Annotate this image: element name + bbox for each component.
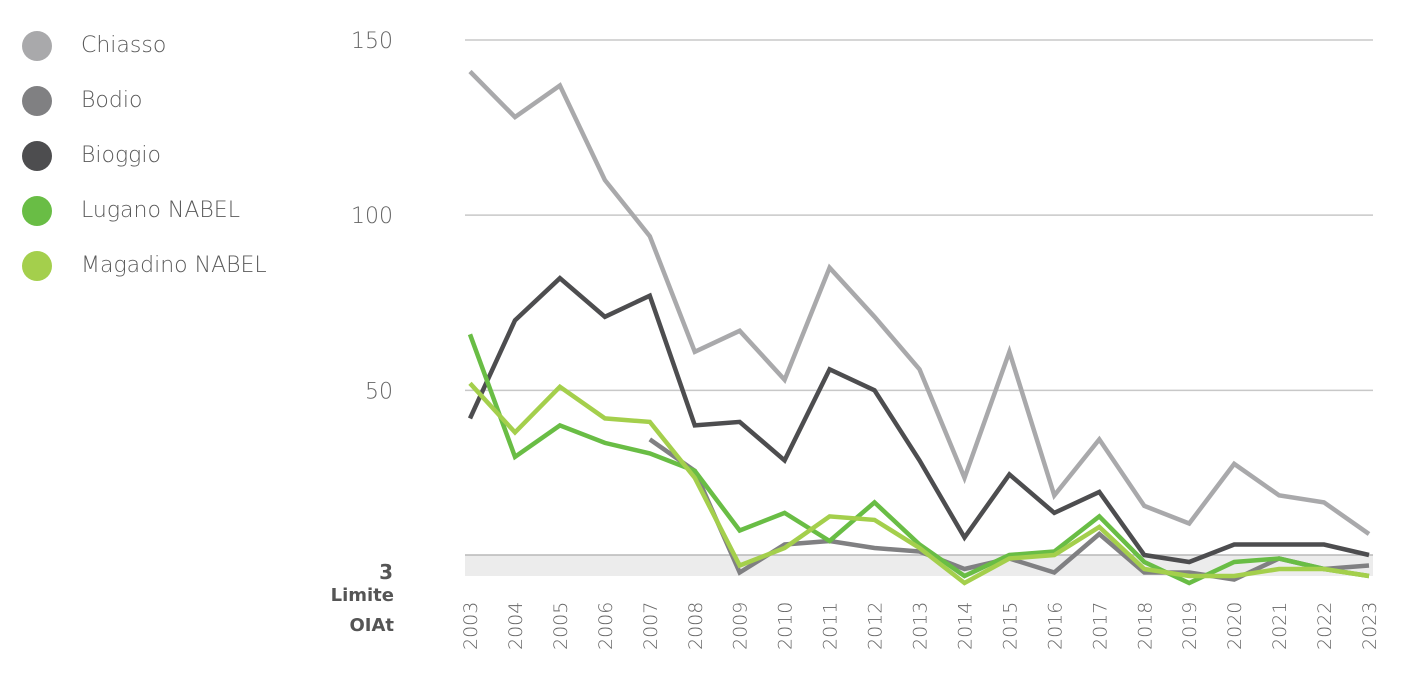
x-tick-label: 2022 xyxy=(1314,602,1336,650)
x-tick-label: 2018 xyxy=(1134,602,1156,650)
x-tick-label: 2003 xyxy=(460,602,482,650)
legend-label: Bioggio xyxy=(81,143,161,168)
legend: Chiasso Bodio Bioggio Lugano NABEL Magadino … xyxy=(22,18,267,293)
x-tick-label: 2011 xyxy=(820,602,842,650)
legend-label: Chiasso xyxy=(81,33,167,58)
series-line-lugano-nabel xyxy=(467,333,1370,586)
legend-label: Lugano NABEL xyxy=(81,198,240,223)
x-tick-label: 2006 xyxy=(595,602,617,650)
legend-item-chiasso: Chiasso xyxy=(22,18,267,73)
x-tick-label: 2015 xyxy=(999,602,1021,650)
y-tick-label: 50 xyxy=(365,379,393,404)
x-tick-label: 2013 xyxy=(910,602,932,650)
limit-value-label: 3 xyxy=(379,560,393,584)
limit-label-line2: OIAt xyxy=(349,615,394,636)
legend-item-lugano-nabel: Lugano NABEL xyxy=(22,183,267,238)
legend-swatch xyxy=(22,30,52,61)
legend-swatch xyxy=(22,250,52,281)
series-line-chiasso xyxy=(468,69,1371,536)
x-tick-label: 2005 xyxy=(550,602,572,650)
legend-label: Bodio xyxy=(81,88,143,113)
series-line-bioggio xyxy=(467,275,1370,565)
x-tick-label: 2007 xyxy=(640,602,662,650)
x-tick-label: 2023 xyxy=(1359,602,1381,650)
legend-label: Magadino NABEL xyxy=(81,253,267,278)
legend-item-bodio: Bodio xyxy=(22,73,267,128)
x-tick-label: 2004 xyxy=(505,602,527,650)
x-tick-label: 2020 xyxy=(1224,602,1246,650)
x-tick-label: 2012 xyxy=(865,602,887,650)
x-tick-label: 2008 xyxy=(685,602,707,650)
limit-label-line1: Limite xyxy=(331,585,394,606)
series-line-magadino-nabel xyxy=(468,381,1370,586)
y-tick-label: 150 xyxy=(351,29,393,54)
x-tick-label: 2017 xyxy=(1089,602,1111,650)
x-tick-label: 2019 xyxy=(1179,602,1201,650)
limit-band xyxy=(465,554,1373,576)
legend-swatch xyxy=(22,195,52,226)
legend-item-bioggio: Bioggio xyxy=(22,128,267,183)
legend-swatch xyxy=(22,140,52,171)
legend-item-magadino-nabel: Magadino NABEL xyxy=(22,238,267,293)
x-tick-label: 2016 xyxy=(1044,602,1066,650)
x-tick-label: 2014 xyxy=(954,602,976,650)
legend-swatch xyxy=(22,85,52,116)
x-tick-label: 2010 xyxy=(775,602,797,650)
y-tick-label: 100 xyxy=(351,204,393,229)
x-tick-label: 2021 xyxy=(1269,602,1291,650)
x-tick-label: 2009 xyxy=(730,602,752,650)
